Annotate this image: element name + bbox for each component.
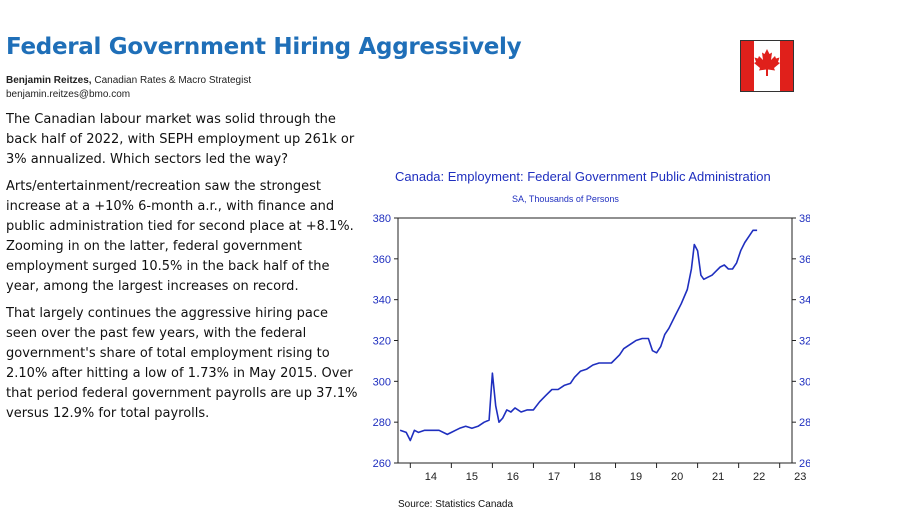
y-tick-label-left: 360 [373, 254, 391, 266]
x-tick-label: 20 [671, 471, 683, 483]
x-tick-label: 16 [507, 471, 519, 483]
paragraph: The Canadian labour market was solid thr… [6, 112, 355, 167]
chart-subtitle: SA, Thousands of Persons [512, 194, 619, 204]
y-tick-label-right: 300 [799, 376, 810, 388]
author-block: Benjamin Reitzes, Canadian Rates & Macro… [6, 74, 251, 102]
y-tick-label-left: 380 [373, 213, 391, 225]
y-tick-label-right: 380 [799, 213, 810, 225]
y-tick-label-left: 260 [373, 458, 391, 470]
x-tick-label: 19 [630, 471, 642, 483]
y-tick-label-right: 340 [799, 295, 810, 307]
x-tick-label: 23 [794, 471, 806, 483]
y-tick-label-left: 300 [373, 376, 391, 388]
paragraph: Arts/entertainment/recreation saw the st… [6, 179, 354, 294]
x-tick-label: 14 [425, 471, 437, 483]
author-email: benjamin.reitzes@bmo.com [6, 89, 131, 100]
y-tick-label-right: 260 [799, 458, 810, 470]
author-line: Benjamin Reitzes, Canadian Rates & Macro… [6, 74, 251, 88]
author-role: Canadian Rates & Macro Strategist [91, 75, 252, 86]
chart-source: Source: Statistics Canada [398, 499, 514, 510]
plot-frame [397, 217, 793, 464]
canada-flag-icon [740, 40, 794, 92]
page-title: Federal Government Hiring Aggressively [6, 34, 522, 60]
chart-title: Canada: Employment: Federal Government P… [395, 169, 771, 184]
paragraph: That largely continues the aggressive hi… [6, 306, 358, 421]
article-body: The Canadian labour market was solid thr… [6, 110, 358, 431]
x-tick-label: 22 [753, 471, 765, 483]
author-name: Benjamin Reitzes, [6, 75, 92, 86]
line-chart: 260 260 280 280 300 300 320 320 340 340 360 360 380 3… [373, 213, 810, 483]
x-tick-label: 15 [466, 471, 478, 483]
y-tick-label-right: 320 [799, 336, 810, 348]
y-tick-label-right: 360 [799, 254, 810, 266]
y-tick-label-left: 340 [373, 295, 391, 307]
x-tick-label: 17 [548, 471, 560, 483]
series-line [399, 229, 758, 442]
y-tick-label-right: 280 [799, 417, 810, 429]
x-tick-label: 21 [712, 471, 724, 483]
y-tick-label-left: 320 [373, 336, 391, 348]
y-tick-label-left: 280 [373, 417, 391, 429]
x-tick-label: 18 [589, 471, 601, 483]
